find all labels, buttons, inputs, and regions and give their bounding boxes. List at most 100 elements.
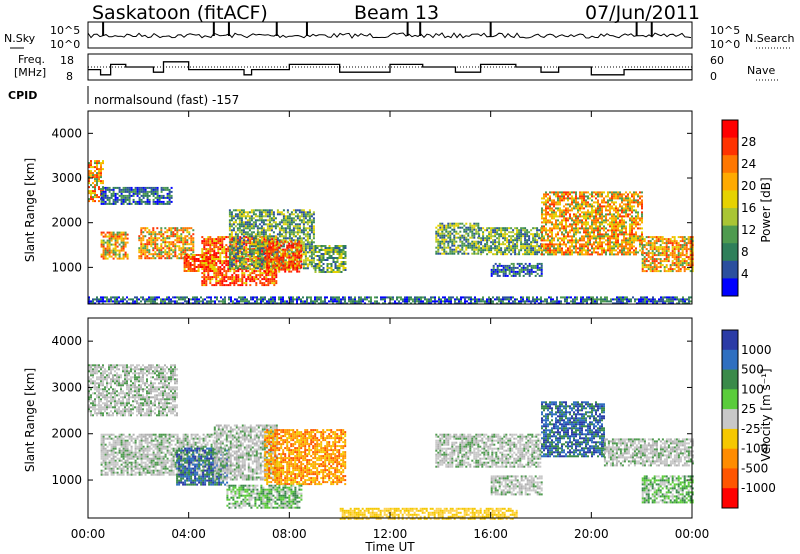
data-cell [545,215,547,218]
data-cell [245,284,248,287]
data-cell [236,215,239,218]
data-cell [276,260,279,263]
data-cell [201,258,204,260]
data-cell [520,239,523,242]
data-cell [653,248,656,251]
data-cell [246,235,249,238]
data-cell [441,224,444,227]
data-cell [114,194,117,197]
data-cell [243,272,246,275]
data-cell [120,202,123,205]
data-cell [627,253,629,256]
data-cell [615,227,617,230]
data-cell [619,225,621,228]
data-cell [112,186,115,189]
data-cell [443,252,446,255]
data-cell [512,243,515,246]
data-cell [518,239,521,242]
data-cell [235,278,238,281]
data-cell [229,284,232,287]
data-cell [292,219,295,222]
data-cell [272,221,275,224]
data-cell [526,268,529,271]
data-cell [250,219,253,222]
data-cell [88,178,90,181]
data-cell [288,246,291,249]
data-cell [260,229,263,232]
data-cell [264,261,267,264]
data-cell [259,282,262,285]
data-cell [274,258,277,261]
data-cell [250,227,253,230]
data-cell [508,247,511,250]
data-cell [138,247,141,250]
data-cell [242,263,245,266]
nave-tick-bottom: 0 [710,70,717,83]
data-cell [340,271,343,273]
data-cell [96,166,98,169]
data-cell [168,255,171,258]
data-cell [174,235,177,238]
data-cell [90,162,92,165]
data-cell [647,250,650,253]
data-cell [138,237,141,240]
data-cell [318,245,321,247]
data-cell [282,260,285,263]
data-cell [94,184,96,187]
data-cell [240,247,243,250]
data-cell [579,237,581,240]
data-cell [128,190,131,193]
data-cell [549,245,551,248]
data-cell [641,268,644,271]
data-cell [183,260,186,262]
data-cell [215,274,218,277]
data-cell [324,245,327,247]
data-cell [144,253,147,256]
data-cell [545,245,547,248]
data-cell [260,247,263,250]
data-cell [100,162,102,165]
data-cell [272,239,275,242]
data-cell [657,266,660,269]
data-cell [575,237,577,240]
data-cell [661,236,664,239]
data-cell [601,211,603,214]
data-cell [583,239,585,242]
data-cell [465,230,468,233]
data-cell [541,197,543,200]
data-cell [252,261,255,264]
data-cell [189,266,192,268]
data-cell [188,247,191,250]
data-cell [549,191,551,194]
data-cell [150,241,153,244]
data-cell [647,256,650,259]
data-cell [266,237,269,240]
data-cell [524,268,527,271]
data-cell [229,276,232,279]
data-cell [188,231,191,234]
data-cell [633,217,635,220]
data-cell [494,229,497,232]
data-cell [102,241,105,244]
data-cell [516,233,519,236]
data-cell [88,172,90,175]
data-cell [512,231,515,234]
data-cell [532,253,535,256]
data-cell [617,211,619,214]
data-cell [265,284,268,287]
data-cell [152,237,155,240]
data-cell [613,209,615,212]
data-cell [282,219,285,222]
data-cell [332,249,335,251]
data-cell [308,229,311,232]
data-cell [498,270,501,273]
data-cell [298,254,301,257]
data-cell [551,191,553,194]
data-cell [585,245,587,248]
data-cell [480,229,483,232]
data-cell [292,254,295,257]
data-cell [437,234,440,237]
data-cell [300,215,303,218]
data-cell [231,282,234,285]
data-cell [88,198,90,201]
